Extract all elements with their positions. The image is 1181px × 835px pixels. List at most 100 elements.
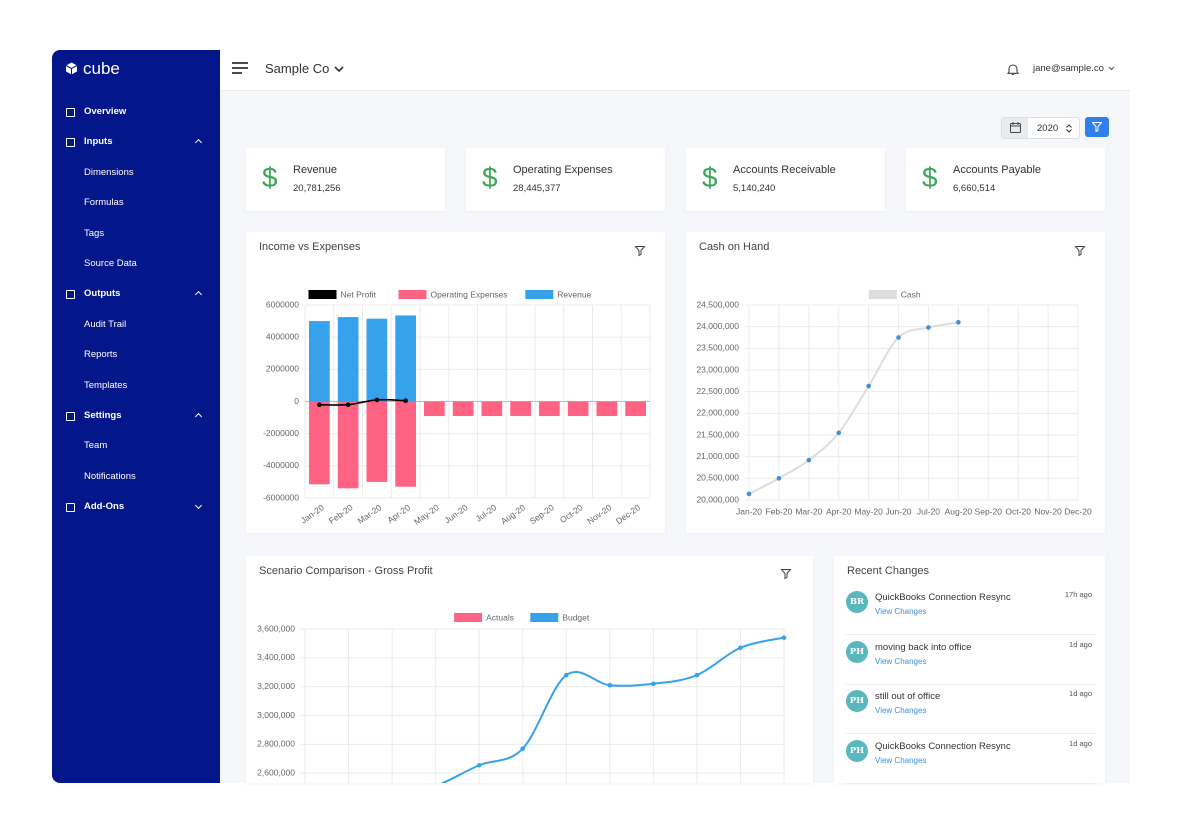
x-tick-label: Oct-20 [558,502,585,525]
user-menu[interactable]: jane@sample.co [1033,63,1104,74]
change-time: 17h ago [1064,590,1092,599]
view-changes-link[interactable]: View Changes [875,656,927,666]
nav-item[interactable]: Audit Trail [84,318,127,330]
y-tick-label: 24,000,000 [696,321,739,331]
y-tick-label: 2,600,000 [257,767,295,777]
nav-icon [66,411,75,421]
line [748,321,959,495]
calendar-box [1002,118,1028,138]
point [345,402,351,408]
y-tick-label: 24,500,000 [696,299,739,309]
x-tick-label: Sep-20 [975,506,1003,516]
legend-label: Budget [562,612,590,622]
brand-icon [65,62,78,75]
nav-section[interactable]: Outputs [52,279,220,309]
x-tick-label: Sep-20 [528,502,556,526]
year-picker[interactable]: 2020 [1001,117,1080,139]
view-changes-link[interactable]: View Changes [875,755,927,765]
point [563,672,569,678]
y-tick-label: 23,000,000 [696,364,739,374]
nav-section[interactable]: Inputs [52,127,220,157]
point [836,430,842,436]
point [956,320,961,325]
nav-icon [66,290,75,300]
point [317,402,322,408]
y-tick-label: 3,400,000 [257,652,295,662]
y-tick-label: 3,200,000 [257,681,295,691]
nav-section[interactable]: Overview [52,97,220,127]
x-tick-label: Dec-20 [614,502,642,526]
nav-item[interactable]: Formulas [84,197,124,209]
x-tick-label: Aug-20 [499,502,527,526]
kpi-card: $ Accounts Receivable 5,140,240 [686,148,885,211]
view-changes-link[interactable]: View Changes [875,607,927,616]
chart: 24,500,000 24,000,000 23,500,000 23,000,000… [696,299,1092,516]
point [374,397,380,403]
bar [452,401,474,416]
bar [366,318,388,402]
nav-item[interactable]: Source Data [84,257,137,269]
filter-icon[interactable] [780,569,792,580]
legend-label: Operating Expenses [431,289,508,299]
bar [596,401,618,416]
bar [337,317,359,402]
y-tick-label: 22,000,000 [696,408,739,418]
legend-label: Net Profit [341,289,377,299]
filter-icon [1092,122,1102,132]
point [520,746,526,751]
kpi-icon: $ [922,162,938,193]
point [303,821,308,826]
company-select[interactable]: Sample Co [265,61,330,76]
avatar: BR [846,591,868,613]
y-tick-label: 22,500,000 [696,386,739,396]
legend-swatch [525,290,554,299]
bar [309,321,330,402]
bell[interactable] [1007,63,1019,76]
kpi-value: 6,660,514 [953,183,996,194]
x-tick-label: Mar-20 [795,506,822,516]
nav-item[interactable]: Tags [84,227,105,239]
y-tick-label: -6000000 [263,492,299,502]
x-tick-label: Nov-20 [1034,506,1062,516]
nav-item[interactable]: Team [84,440,108,452]
bar [395,401,416,487]
nav-item[interactable]: Templates [84,379,128,391]
recent-changes: Recent Changes BR QuickBooks Connection Re… [834,556,1105,784]
bar [424,401,445,416]
separator [846,782,1095,784]
point [390,797,395,802]
nav-item[interactable]: Dimensions [84,166,134,178]
point [806,457,812,463]
view-changes-link[interactable]: View Changes [875,706,927,715]
select-arrows [1066,124,1072,133]
point [433,784,438,789]
nav-section[interactable]: Add-Ons [52,492,220,522]
nav-item[interactable]: Notifications [84,470,136,482]
change-text: still out of office [875,691,941,702]
menu-button[interactable] [232,61,249,75]
y-tick-label: 2,800,000 [257,739,295,749]
change-time: 1d ago [1069,738,1092,748]
chevron [1108,66,1115,71]
y-tick-label: 0 [294,396,299,406]
topbar: Sample Co jane@sample.co [220,50,1130,91]
x-tick-label: Jun-20 [886,506,912,516]
avatar: PH [846,640,868,663]
point [896,335,901,340]
panel-title: Recent Changes [847,565,929,577]
nav-item[interactable]: Reports [84,349,118,361]
filter-icon[interactable] [1074,246,1086,257]
y-tick-label: 21,000,000 [696,451,739,461]
y-tick-label: 3,600,000 [257,623,295,633]
legend-swatch [868,290,897,299]
nav-section[interactable]: Settings [52,401,220,431]
y-tick-label: -4000000 [263,460,299,470]
line [440,636,785,783]
y-tick-label: 3,000,000 [257,710,295,720]
filter-button[interactable] [1085,117,1109,137]
x-tick-label: May-20 [412,502,441,527]
filter-icon[interactable] [634,246,646,257]
y-tick-label: 2000000 [266,364,299,374]
brand[interactable]: cube [83,59,120,78]
point [746,491,752,497]
